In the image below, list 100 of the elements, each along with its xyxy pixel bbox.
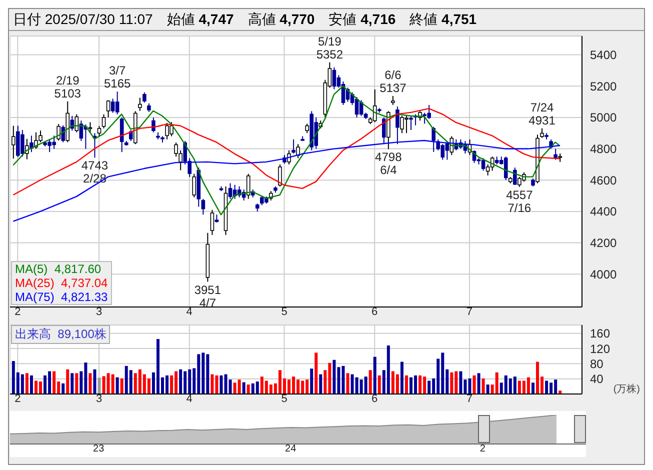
bar — [378, 375, 381, 394]
annotation: 2/19 5103 — [54, 73, 82, 100]
candlestick — [56, 124, 60, 141]
candlestick — [396, 106, 400, 145]
x-tick-label: 4 — [186, 393, 192, 406]
bar — [88, 373, 92, 394]
x-tick-label: 2 — [14, 306, 21, 318]
y-tick-label: 5000 — [590, 110, 618, 125]
bar — [75, 373, 78, 394]
bar — [477, 373, 480, 394]
annotation: 3/7 5165 — [104, 64, 131, 91]
x-tick-label: 6 — [372, 306, 378, 318]
x-tick-label: 5 — [281, 393, 288, 406]
bar — [459, 371, 462, 394]
candlestick — [432, 126, 436, 152]
annotation: 7/24 4931 — [528, 100, 556, 128]
bar — [238, 380, 241, 394]
candlestick — [504, 156, 508, 181]
bar — [450, 372, 454, 394]
bar — [386, 345, 390, 394]
x-tick-label: 5 — [281, 306, 288, 318]
bar — [30, 375, 33, 394]
annotation: 6/6 5137 — [380, 68, 407, 95]
bar — [129, 370, 132, 394]
annotation: 3951 4/7 — [194, 282, 222, 310]
bar — [545, 380, 548, 394]
text: 高値 4,770 — [248, 10, 315, 28]
bar — [495, 372, 498, 394]
bar — [93, 369, 96, 394]
chart-title: 日付 2025/07/30 11:07 — [13, 10, 153, 28]
y-axis-title: (万株) — [613, 382, 640, 396]
bar — [111, 374, 114, 394]
candlestick — [201, 198, 206, 216]
bar — [472, 375, 476, 394]
candlestick — [192, 173, 196, 198]
x-tick-label: 24 — [285, 443, 297, 454]
x-tick-label: 2 — [14, 393, 21, 406]
candlestick — [110, 98, 115, 114]
text: 始値 4,747 — [166, 10, 234, 28]
text: 終値 4,751 — [410, 10, 477, 28]
x-tick-label: 7 — [466, 393, 473, 406]
bar — [526, 377, 530, 394]
candlestick — [554, 148, 558, 160]
bar — [220, 375, 223, 394]
text: 安値 4,716 — [328, 10, 396, 28]
candlestick — [481, 158, 486, 172]
bar — [314, 352, 318, 394]
candlestick — [513, 167, 517, 186]
annotation: 5/19 5352 — [316, 34, 344, 62]
text: MA(75) 4,821.33 — [15, 290, 108, 304]
x-tick-label: 2 — [480, 443, 486, 454]
bar — [147, 378, 150, 394]
y-tick-label: 40 — [590, 372, 604, 386]
bar — [332, 360, 336, 394]
bar — [364, 376, 368, 394]
bar — [66, 369, 70, 394]
candlestick — [115, 91, 120, 115]
bar — [170, 375, 174, 394]
y-tick-label: 80 — [590, 356, 604, 371]
y-tick-label: 4200 — [590, 236, 618, 250]
line-series — [12, 140, 560, 222]
bar — [62, 383, 65, 394]
candlestick — [61, 124, 66, 143]
candlestick — [372, 88, 377, 123]
bar — [418, 375, 422, 394]
bar — [404, 375, 408, 394]
candlestick — [296, 144, 300, 159]
bar — [52, 371, 56, 394]
candlestick — [97, 126, 102, 137]
candlestick — [152, 116, 156, 133]
text: MA(5) 4,817.60 — [15, 262, 102, 276]
bar — [513, 376, 516, 394]
bar — [70, 373, 74, 394]
y-tick-label: 4800 — [590, 142, 618, 156]
bar — [310, 368, 314, 394]
bar — [531, 382, 534, 394]
candlestick — [228, 182, 232, 200]
annotation: 4743 2/28 — [81, 158, 108, 186]
bar — [179, 369, 182, 394]
bar — [256, 381, 259, 394]
annotation: 出来高 89,100株 — [11, 325, 110, 344]
y-tick-label: 4400 — [590, 204, 618, 219]
annotation: 4798 6/4 — [375, 150, 402, 178]
y-tick-label: 160 — [590, 326, 610, 341]
bar — [482, 378, 485, 394]
bar — [44, 375, 47, 394]
candlestick — [210, 209, 214, 236]
candlestick — [540, 128, 544, 138]
y-tick-label: 5400 — [590, 48, 618, 62]
bar — [246, 384, 250, 394]
x-tick-label: 7 — [466, 306, 473, 318]
x-tick-label: 3 — [96, 306, 102, 318]
candlestick — [382, 116, 386, 145]
y-tick-label: 4000 — [590, 267, 618, 282]
candlestick — [138, 97, 142, 112]
bar — [373, 356, 376, 394]
bar — [346, 373, 350, 394]
bar — [396, 374, 399, 394]
bar — [116, 377, 119, 394]
x-tick-label: 23 — [93, 443, 105, 454]
